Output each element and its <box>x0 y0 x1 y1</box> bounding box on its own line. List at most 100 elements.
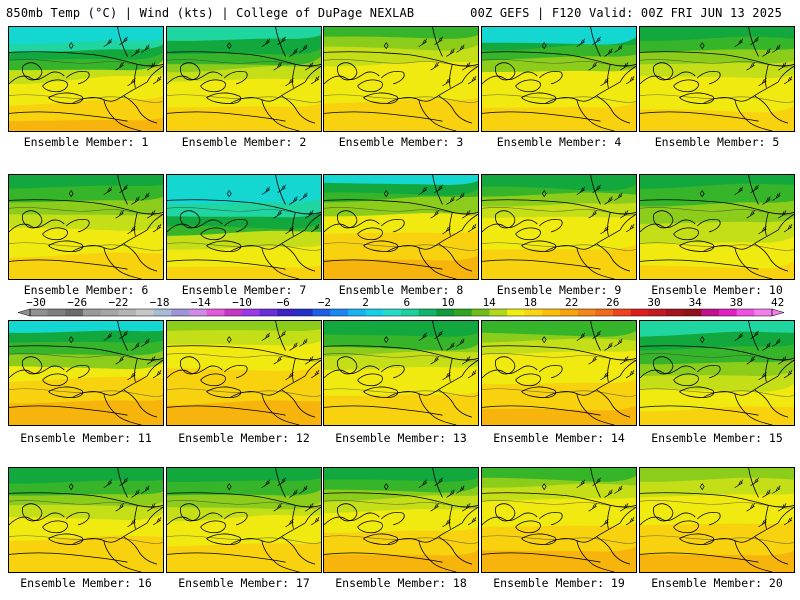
wind-barb-icon <box>442 225 451 235</box>
coastline-border-line <box>9 345 92 349</box>
wind-barb-icon <box>277 36 286 45</box>
wind-barb-icon <box>277 477 286 486</box>
coastline-border-line <box>48 92 84 104</box>
coastline-border-line <box>495 503 516 522</box>
temperature-band <box>167 542 321 572</box>
coastline-border-line <box>324 552 443 563</box>
coastline-border-line <box>324 512 380 526</box>
coastline-border-line <box>482 405 601 416</box>
colorbar-swatch <box>330 309 349 316</box>
station-marker-icon <box>699 336 705 344</box>
coastline-border-line <box>653 356 674 375</box>
wind-barb-icon <box>734 38 743 47</box>
wind-barb-icon <box>305 356 314 365</box>
colorbar-swatch <box>65 309 84 316</box>
coastline-border-line <box>324 219 380 233</box>
wind-barb-icon <box>620 210 629 219</box>
wind-barb-icon <box>299 44 308 53</box>
coastline-border-line <box>777 213 794 231</box>
isotherm-contour <box>324 59 478 68</box>
coastline-border-line <box>229 229 306 252</box>
coastline-border-line <box>734 247 773 279</box>
coastline-border-line <box>292 64 296 88</box>
coastline-border-line <box>65 365 90 379</box>
temperature-band <box>640 406 794 425</box>
coastline-border-line <box>461 65 478 83</box>
wind-barb-icon <box>115 62 124 71</box>
coastline-border-line <box>702 229 779 252</box>
coastline-border-line <box>544 229 621 252</box>
wind-barb-icon <box>299 192 308 201</box>
coastline-border-line <box>754 243 789 272</box>
colorbar-low-arrow <box>18 308 31 317</box>
coastline-border-line <box>324 71 380 85</box>
coastline-border-line <box>22 210 43 229</box>
wind-barb-icon <box>762 48 771 57</box>
wind-barb-icon <box>734 479 743 488</box>
coastline-border-line <box>167 512 223 526</box>
ensemble-member-label: Ensemble Member: 19 <box>493 576 625 590</box>
ensemble-map-panel <box>166 467 322 573</box>
wind-barb-icon <box>103 186 112 195</box>
coastline-border-line <box>515 520 541 534</box>
wind-barb-icon <box>600 77 609 87</box>
wind-barb-icon <box>119 184 128 193</box>
coastline-border-line <box>134 64 138 88</box>
wind-barb-icon <box>115 356 124 365</box>
coastline-border-line <box>640 492 723 496</box>
ensemble-map-panel <box>8 26 164 132</box>
station-marker-icon <box>68 483 74 491</box>
coastline-border-line <box>42 79 68 93</box>
coastline-border-line <box>696 71 721 85</box>
wind-barb-icon <box>762 489 771 498</box>
station-marker-icon <box>226 42 232 50</box>
coastline-border-line <box>22 356 43 375</box>
ensemble-map-panel <box>481 467 637 573</box>
wind-barb-icon <box>446 342 455 351</box>
coastline-border-line <box>200 520 226 534</box>
wind-barb-icon <box>442 77 451 87</box>
wind-barb-icon <box>600 518 609 528</box>
station-marker-icon <box>541 483 547 491</box>
coastline-border-line <box>596 536 631 565</box>
ensemble-member-label: Ensemble Member: 15 <box>651 431 783 445</box>
coastline-border-line <box>679 533 715 545</box>
isotherm-contour <box>482 500 636 509</box>
wind-barb-icon <box>614 485 623 494</box>
wind-barb-icon <box>418 38 427 47</box>
coastline-border-line <box>324 51 407 55</box>
colorbar-swatch <box>295 309 314 316</box>
coastline-border-line <box>71 522 148 545</box>
coastline-border-line <box>673 373 699 387</box>
wind-barb-icon <box>127 371 136 381</box>
wind-barb-icon <box>772 44 781 53</box>
coastline-border-line <box>482 345 565 349</box>
coastline-border-line <box>734 393 773 425</box>
coastline-border-line <box>495 210 516 229</box>
wind-barb-icon <box>467 369 477 379</box>
colorbar-tick-label: −6 <box>276 296 290 309</box>
coastline-border-line <box>765 64 769 88</box>
wind-barb-icon <box>576 479 585 488</box>
colorbar-swatch <box>118 309 137 316</box>
station-marker-icon <box>383 190 389 198</box>
ensemble-member-label: Ensemble Member: 16 <box>20 576 152 590</box>
wind-barb-icon <box>273 210 282 219</box>
wind-barb-icon <box>750 477 759 486</box>
wind-barb-icon <box>604 489 613 498</box>
wind-barb-icon <box>456 44 465 53</box>
wind-barb-icon <box>614 338 623 347</box>
coastline-border-line <box>9 552 128 563</box>
wind-barb-icon <box>119 477 128 486</box>
coastline-border-line <box>380 71 405 85</box>
wind-barb-icon <box>456 338 465 347</box>
coastline-border-line <box>380 365 405 379</box>
ensemble-member-label: Ensemble Member: 5 <box>654 135 780 149</box>
isotherm-contour <box>640 500 794 509</box>
coastline-border-line <box>438 95 473 124</box>
colorbar-swatch <box>259 309 278 316</box>
wind-barb-icon <box>299 338 308 347</box>
isotherm-contour <box>167 353 321 362</box>
colorbar-tick-label: −18 <box>149 296 170 309</box>
coastline-border-line <box>640 71 696 85</box>
